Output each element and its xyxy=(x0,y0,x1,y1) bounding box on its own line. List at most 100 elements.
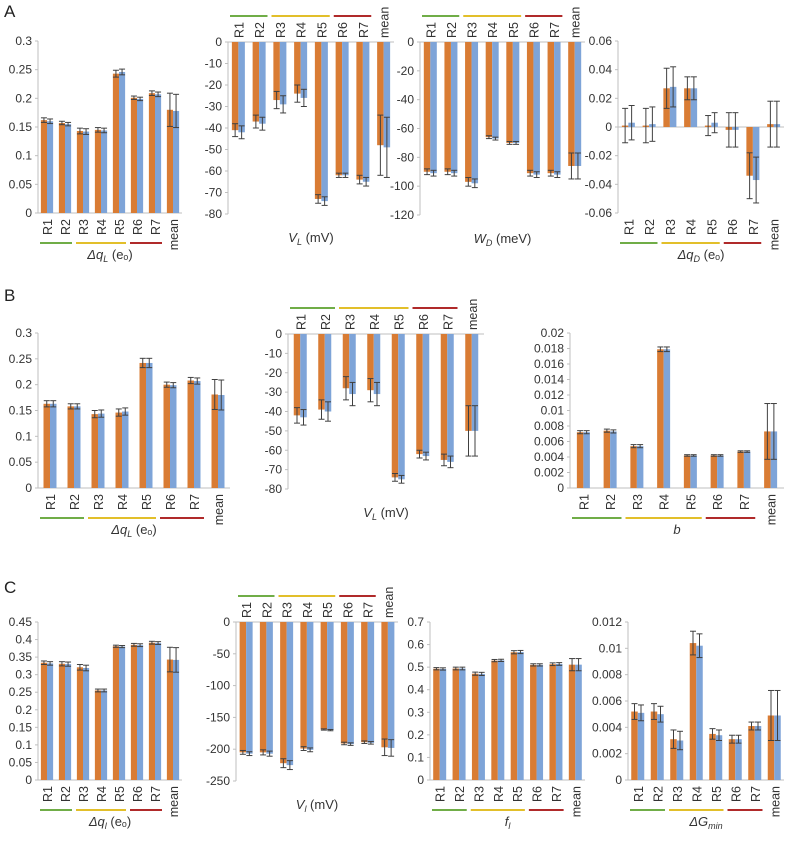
bar-r4-s2 xyxy=(373,334,381,395)
x-axis-label: WD (meV) xyxy=(474,231,532,248)
bar-r7-s2 xyxy=(194,381,201,488)
bar-r7-s2 xyxy=(155,643,162,780)
category-label-r6: R6 xyxy=(336,22,350,38)
category-label-r3: R3 xyxy=(466,22,480,38)
x-axis-label: VL (mV) xyxy=(288,230,333,247)
bar-r3-s2 xyxy=(83,667,90,780)
bar-r7-s2 xyxy=(554,42,561,175)
bar-r5-s1 xyxy=(314,42,322,199)
y-tick-label: 0.2 xyxy=(15,703,32,717)
bar-r2-s2 xyxy=(266,622,273,754)
bar-r4-s1 xyxy=(300,622,307,749)
bar-r5-s2 xyxy=(690,455,697,488)
category-label-r5: R5 xyxy=(511,786,525,802)
y-tick-label: -0.02 xyxy=(585,149,613,163)
category-label-r4: R4 xyxy=(690,786,704,802)
bar-r1-s1 xyxy=(40,662,47,780)
category-label-r4: R4 xyxy=(116,494,130,510)
y-tick-label: 0.01 xyxy=(599,641,623,655)
bar-r1-s1 xyxy=(293,334,301,416)
y-tick-label: -100 xyxy=(206,679,230,693)
y-tick-label: 0.1 xyxy=(15,429,32,443)
y-tick-label: 0.004 xyxy=(592,720,622,734)
bar-r6-s1 xyxy=(335,42,343,176)
category-label-r3: R3 xyxy=(77,219,91,235)
category-label-r1: R1 xyxy=(424,22,438,38)
bar-r3-s1 xyxy=(273,42,280,101)
bar-r6-s2 xyxy=(342,42,349,176)
bar-r4-s1 xyxy=(94,129,101,213)
bar-r4-s1 xyxy=(94,690,101,780)
category-label-r5: R5 xyxy=(321,602,335,618)
bar-mean-s1 xyxy=(377,42,384,146)
y-tick-label: 0 xyxy=(557,481,564,495)
bar-r3-s1 xyxy=(465,42,472,182)
y-tick-label: 0.002 xyxy=(592,747,622,761)
category-label-r4: R4 xyxy=(95,786,109,802)
bar-r1-s1 xyxy=(40,120,47,213)
y-tick-label: 0.002 xyxy=(534,466,564,480)
bar-r4-s2 xyxy=(497,660,505,780)
chart-a1: 0 0.05 0.1 0.15 0.2 0.25 0.3 R1 R2 R3 R4 R5 R6 R7 mean… xyxy=(9,34,182,264)
bar-r7-s2 xyxy=(743,451,751,488)
bar-mean-s1 xyxy=(568,42,575,166)
category-label-r6: R6 xyxy=(531,786,545,802)
bar-r6-s1 xyxy=(710,455,718,488)
category-label-r7: R7 xyxy=(362,602,376,618)
category-label-mean: mean xyxy=(167,786,181,817)
bar-r6-s1 xyxy=(130,97,137,213)
category-label-r2: R2 xyxy=(59,786,73,802)
y-tick-label: 0 xyxy=(25,206,32,220)
y-tick-label: 0 xyxy=(25,481,32,495)
category-label-r6: R6 xyxy=(341,602,355,618)
bar-mean-s2 xyxy=(774,715,781,780)
y-tick-label: 0.016 xyxy=(534,357,564,371)
y-tick-label: 0.008 xyxy=(592,668,622,682)
chart-c4: 0 0.002 0.004 0.006 0.008 0.01 0.012 R1 R2 R3 R4 R5… xyxy=(592,615,784,831)
category-label-r7: R7 xyxy=(747,219,761,235)
bar-r3-s1 xyxy=(471,673,479,780)
bar-r6-s2 xyxy=(137,645,144,780)
category-label-r7: R7 xyxy=(357,22,371,38)
bar-r2-s1 xyxy=(58,122,65,213)
y-tick-label: -120 xyxy=(390,208,414,222)
bar-r4-s2 xyxy=(690,88,698,127)
bar-r5-s2 xyxy=(327,622,334,731)
bar-r3-s1 xyxy=(76,667,83,780)
bar-r6-s2 xyxy=(536,664,544,780)
category-label-mean: mean xyxy=(466,299,480,330)
y-tick-label: 0.06 xyxy=(589,34,613,48)
bar-r7-s1 xyxy=(148,93,155,213)
y-tick-label: 0.35 xyxy=(9,650,33,664)
bar-r7-s2 xyxy=(362,42,370,182)
bar-r7-s2 xyxy=(555,663,563,780)
y-tick-label: 0.004 xyxy=(534,450,564,464)
y-tick-label: -20 xyxy=(265,366,283,380)
category-label-mean: mean xyxy=(765,494,779,525)
category-label-mean: mean xyxy=(569,7,583,38)
bar-r1-s1 xyxy=(423,42,431,172)
category-label-mean: mean xyxy=(212,494,226,525)
y-tick-label: 0.04 xyxy=(589,63,613,77)
category-label-mean: mean xyxy=(768,786,782,817)
category-label-r5: R5 xyxy=(113,786,127,802)
y-tick-label: -30 xyxy=(265,385,283,399)
bar-mean-s1 xyxy=(166,109,173,213)
panel-label-c: C xyxy=(4,578,17,597)
category-label-r6: R6 xyxy=(131,219,145,235)
bar-r7-s1 xyxy=(356,42,363,180)
y-tick-label: 0.5 xyxy=(407,660,424,674)
bar-r3-s2 xyxy=(83,131,90,213)
y-tick-label: 0.01 xyxy=(541,404,565,418)
bar-r6-s1 xyxy=(526,42,534,174)
y-tick-label: 0.4 xyxy=(407,683,424,697)
category-label-r7: R7 xyxy=(548,22,562,38)
category-label-r7: R7 xyxy=(188,494,202,510)
y-tick-label: -0.04 xyxy=(585,177,613,191)
category-label-r5: R5 xyxy=(705,219,719,235)
bar-r4-s2 xyxy=(696,645,703,780)
chart-c2: -250 -200 -150 -100 -50 0 R1 R2 R3 R4 R5 R6 R7 mean Vl… xyxy=(206,587,398,814)
category-label-r2: R2 xyxy=(643,219,657,235)
category-label-r4: R4 xyxy=(685,219,699,235)
bar-r1-s2 xyxy=(439,668,447,780)
